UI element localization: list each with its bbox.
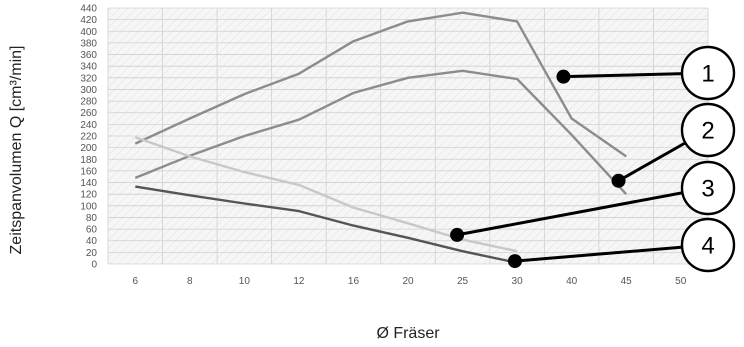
y-tick-label: 380	[80, 38, 97, 49]
callout-dot-1	[556, 69, 571, 84]
y-axis-title: Zeitspanvolumen Q [cm³/min]	[8, 46, 25, 255]
x-tick-label: 50	[675, 276, 687, 287]
callout-label-3: 3	[701, 176, 714, 203]
y-tick-label: 420	[80, 15, 97, 26]
leader-line-3	[456, 186, 709, 237]
y-tick-label: 280	[80, 97, 97, 108]
x-tick-label: 25	[457, 276, 469, 287]
x-tick-label: 10	[239, 276, 251, 287]
callouts: 1 2 3 4	[450, 45, 736, 273]
y-tick-label: 200	[80, 143, 97, 154]
callout-circle-3	[680, 160, 736, 216]
x-tick-label: 30	[512, 276, 524, 287]
x-tick-label: 16	[348, 276, 360, 287]
callout-label-1: 1	[701, 61, 714, 88]
y-tick-label: 140	[80, 178, 97, 189]
y-tick-label: 300	[80, 85, 97, 96]
x-axis-title: Ø Fräser	[376, 325, 440, 342]
callout-label-4: 4	[701, 233, 714, 260]
leader-line-4	[514, 243, 709, 263]
x-tick-labels: 6 8 10 12 16 20 25 30 40 45 50	[132, 276, 686, 287]
y-tick-label: 0	[91, 260, 97, 271]
y-tick-label: 80	[86, 213, 98, 224]
callout-dot-4	[507, 254, 522, 269]
series-line-4	[135, 185, 518, 264]
y-tick-label: 440	[80, 4, 97, 15]
callout-circle-4	[680, 217, 736, 273]
y-tick-labels: 0204060801001201401601802002202402602803…	[80, 4, 97, 271]
callout-circle-1	[680, 45, 736, 101]
y-tick-label: 260	[80, 108, 97, 119]
y-tick-label: 360	[80, 50, 97, 61]
y-tick-label: 240	[80, 120, 97, 131]
y-tick-label: 40	[86, 236, 98, 247]
x-tick-label: 8	[187, 276, 193, 287]
y-tick-label: 160	[80, 166, 97, 177]
x-tick-label: 40	[566, 276, 578, 287]
y-tick-label: 20	[86, 248, 98, 259]
callout-label-2: 2	[701, 118, 714, 145]
y-tick-label: 100	[80, 201, 97, 212]
y-tick-label: 400	[80, 27, 97, 38]
y-tick-label: 320	[80, 73, 97, 84]
x-tick-label: 45	[621, 276, 633, 287]
callout-dot-2	[611, 173, 626, 188]
x-tick-label: 6	[132, 276, 138, 287]
x-tick-label: 20	[402, 276, 414, 287]
series-line-2	[134, 69, 628, 196]
series-line-1	[134, 11, 627, 158]
y-tick-label: 120	[80, 190, 97, 201]
callout-circle-2	[680, 102, 736, 158]
x-tick-label: 12	[293, 276, 305, 287]
callout-dot-3	[450, 227, 465, 242]
y-tick-label: 180	[80, 155, 97, 166]
y-tick-label: 220	[80, 132, 97, 143]
y-tick-label: 340	[80, 62, 97, 73]
y-tick-label: 60	[86, 225, 98, 236]
